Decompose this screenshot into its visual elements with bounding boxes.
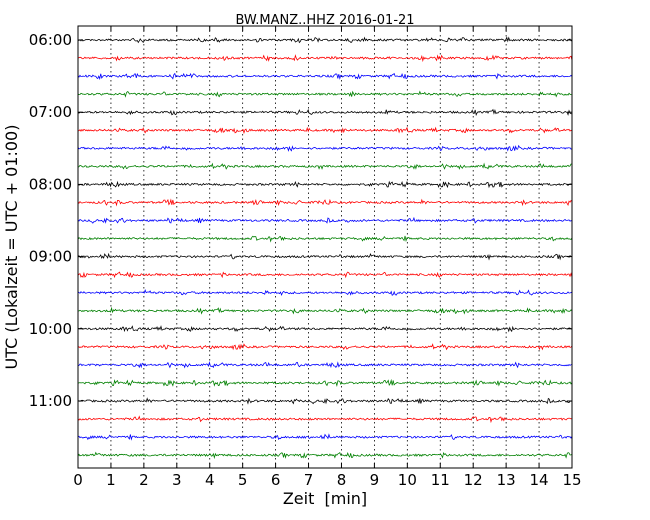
y-tick-label: 08:00 bbox=[29, 175, 72, 193]
trace-line bbox=[78, 36, 573, 44]
trace-line bbox=[77, 252, 573, 261]
trace-line bbox=[77, 90, 573, 98]
seismic-traces bbox=[77, 36, 573, 460]
y-tick-label: 10:00 bbox=[29, 320, 72, 338]
x-tick-label: 7 bbox=[304, 471, 314, 489]
trace-line bbox=[77, 415, 573, 424]
chart-title: BW.MANZ..HHZ 2016-01-21 bbox=[235, 13, 414, 28]
plot-frame bbox=[77, 25, 573, 469]
y-tick-label: 11:00 bbox=[29, 392, 72, 410]
trace-line bbox=[77, 306, 573, 315]
x-tick-label: 0 bbox=[73, 471, 83, 489]
trace-line bbox=[77, 271, 573, 279]
x-tick-label: 15 bbox=[562, 471, 581, 489]
trace-line bbox=[77, 198, 573, 207]
x-axis-label: Zeit [min] bbox=[283, 489, 367, 508]
trace-line bbox=[77, 397, 573, 405]
trace-line bbox=[77, 162, 573, 170]
x-tick-label: 9 bbox=[370, 471, 380, 489]
y-axis-label: UTC (Lokalzeit = UTC + 01:00) bbox=[2, 125, 21, 370]
trace-line bbox=[77, 180, 573, 189]
x-tick-label: 13 bbox=[497, 471, 516, 489]
y-tick-label: 09:00 bbox=[29, 248, 72, 266]
x-tick-label: 2 bbox=[139, 471, 149, 489]
trace-line bbox=[77, 108, 573, 117]
trace-line bbox=[77, 72, 573, 81]
x-tick-label: 8 bbox=[337, 471, 347, 489]
trace-line bbox=[77, 325, 573, 333]
trace-line bbox=[77, 235, 573, 243]
trace-line bbox=[77, 54, 573, 63]
x-tick-label: 5 bbox=[238, 471, 248, 489]
x-tick-label: 10 bbox=[398, 471, 417, 489]
trace-line bbox=[77, 289, 573, 297]
y-tick-label: 07:00 bbox=[29, 103, 72, 121]
x-tick-label: 3 bbox=[172, 471, 182, 489]
trace-line bbox=[77, 451, 573, 460]
x-tick-label: 6 bbox=[271, 471, 281, 489]
trace-line bbox=[77, 216, 573, 224]
grid-lines bbox=[110, 26, 540, 468]
x-tick-label: 4 bbox=[205, 471, 215, 489]
y-axis-ticks: 06:00 07:00 08:00 09:00 10:00 11:00 bbox=[29, 31, 572, 410]
x-tick-label: 1 bbox=[106, 471, 116, 489]
x-tick-label: 11 bbox=[431, 471, 450, 489]
x-axis-ticks: 0 1 2 3 4 5 6 7 8 9 10 11 12 13 14 15 bbox=[73, 26, 582, 489]
x-tick-label: 12 bbox=[464, 471, 483, 489]
trace-line bbox=[77, 126, 573, 135]
y-tick-label: 06:00 bbox=[29, 31, 72, 49]
trace-line bbox=[77, 433, 573, 441]
trace-line bbox=[77, 144, 573, 152]
trace-line bbox=[77, 343, 573, 351]
x-tick-label: 14 bbox=[530, 471, 549, 489]
trace-line bbox=[77, 378, 573, 387]
trace-line bbox=[77, 361, 573, 369]
